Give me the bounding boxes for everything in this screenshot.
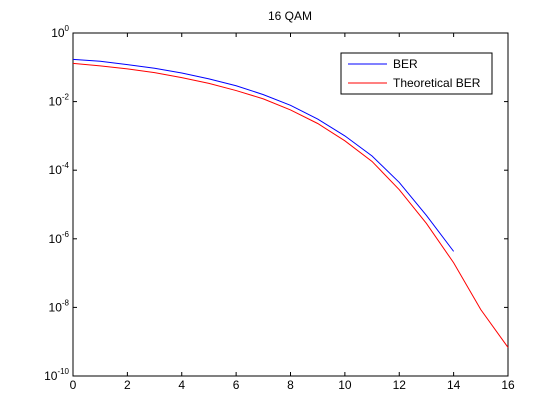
x-tick-label: 0 bbox=[70, 378, 77, 392]
y-tick-label: 10-6 bbox=[49, 230, 70, 246]
series-line-theoretical-ber bbox=[72, 62, 509, 348]
y-tick-label: 10-8 bbox=[49, 298, 70, 314]
legend-label-theoretical-ber: Theoretical BER bbox=[393, 76, 481, 90]
y-axis: 100 10-2 10-4 10-6 10-8 10-10 bbox=[44, 24, 508, 383]
chart-title: 16 QAM bbox=[268, 9, 312, 23]
legend: BER Theoretical BER bbox=[340, 52, 493, 95]
y-tick-label: 10-2 bbox=[49, 93, 70, 109]
x-tick-label: 10 bbox=[338, 378, 352, 392]
series-line-ber bbox=[72, 58, 455, 252]
x-tick-label: 4 bbox=[178, 378, 185, 392]
x-tick-label: 14 bbox=[447, 378, 461, 392]
x-tick-label: 6 bbox=[233, 378, 240, 392]
legend-box bbox=[340, 52, 493, 95]
x-tick-label: 12 bbox=[393, 378, 407, 392]
y-tick-label: 10-4 bbox=[49, 161, 70, 177]
x-tick-label: 8 bbox=[287, 378, 294, 392]
x-tick-label: 16 bbox=[501, 378, 515, 392]
series-layer bbox=[72, 58, 509, 348]
x-tick-label: 2 bbox=[124, 378, 131, 392]
x-axis: 0 2 4 6 8 10 12 14 16 bbox=[70, 33, 515, 392]
y-tick-label: 100 bbox=[51, 24, 69, 40]
y-tick-label: 10-10 bbox=[44, 367, 69, 383]
legend-label-ber: BER bbox=[393, 57, 418, 71]
